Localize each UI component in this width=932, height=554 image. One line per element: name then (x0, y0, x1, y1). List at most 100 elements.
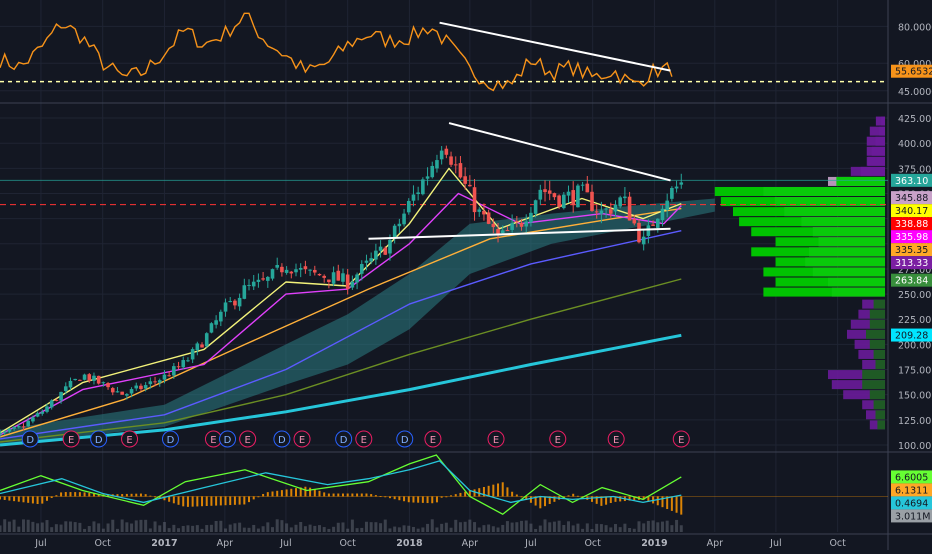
macd-panel[interactable] (0, 454, 888, 532)
candle-body[interactable] (458, 163, 463, 178)
candle-body[interactable] (134, 385, 139, 389)
candle-body[interactable] (618, 197, 622, 207)
candle-body[interactable] (12, 426, 16, 429)
candle-body[interactable] (562, 194, 566, 209)
moving-average-ma-olive[interactable] (0, 278, 682, 443)
candle-body[interactable] (641, 236, 646, 245)
earnings-marker[interactable]: E (293, 430, 311, 448)
candle-body[interactable] (388, 239, 392, 254)
candle-body[interactable] (655, 218, 660, 228)
candle-body[interactable] (477, 209, 482, 212)
candle-body[interactable] (129, 389, 134, 394)
earnings-marker[interactable]: E (487, 430, 505, 448)
candle-body[interactable] (331, 272, 336, 284)
candle-body[interactable] (571, 190, 576, 206)
candle-body[interactable] (162, 374, 167, 380)
candle-body[interactable] (341, 273, 345, 282)
candle-body[interactable] (383, 247, 388, 255)
dividend-marker[interactable]: D (21, 430, 39, 448)
candle-body[interactable] (186, 360, 190, 362)
candle-body[interactable] (468, 184, 472, 187)
candle-body[interactable] (261, 278, 265, 280)
candle-body[interactable] (660, 208, 665, 221)
moving-average-ma-yellow[interactable] (0, 167, 682, 434)
candle-body[interactable] (73, 378, 77, 381)
candle-body[interactable] (364, 260, 369, 263)
candle-body[interactable] (594, 211, 599, 213)
candle-body[interactable] (378, 246, 383, 251)
candle-body[interactable] (599, 210, 604, 214)
candle-body[interactable] (7, 428, 12, 432)
candle-body[interactable] (45, 406, 49, 412)
dividend-marker[interactable]: D (219, 430, 237, 448)
dividend-marker[interactable]: D (161, 430, 179, 448)
candle-body[interactable] (110, 388, 115, 393)
candle-body[interactable] (312, 269, 317, 273)
dividend-marker[interactable]: D (396, 430, 414, 448)
candle-body[interactable] (148, 381, 153, 385)
candle-body[interactable] (237, 297, 242, 307)
candle-body[interactable] (26, 420, 30, 427)
candle-body[interactable] (543, 189, 547, 193)
candle-body[interactable] (463, 176, 467, 184)
candle-body[interactable] (63, 386, 68, 392)
candle-body[interactable] (482, 210, 486, 215)
moving-average-ma-magenta[interactable] (0, 192, 682, 436)
candle-body[interactable] (515, 221, 519, 223)
candle-body[interactable] (82, 374, 87, 380)
candle-body[interactable] (0, 432, 2, 435)
earnings-marker[interactable]: E (607, 430, 625, 448)
candle-body[interactable] (139, 385, 143, 390)
candle-body[interactable] (623, 196, 627, 199)
candle-body[interactable] (580, 184, 585, 186)
candle-body[interactable] (552, 193, 557, 198)
candle-body[interactable] (632, 219, 637, 224)
candle-body[interactable] (143, 385, 148, 389)
candle-body[interactable] (510, 223, 514, 230)
candle-body[interactable] (266, 276, 270, 281)
candle-body[interactable] (524, 221, 529, 227)
candle-body[interactable] (54, 399, 59, 401)
candle-body[interactable] (157, 380, 162, 383)
earnings-marker[interactable]: E (672, 430, 690, 448)
candle-body[interactable] (505, 230, 510, 232)
candle-body[interactable] (679, 182, 684, 185)
candle-body[interactable] (547, 190, 552, 194)
candle-body[interactable] (106, 383, 110, 388)
candle-body[interactable] (627, 196, 632, 221)
candle-body[interactable] (68, 380, 73, 388)
moving-average-ema-long[interactable] (0, 333, 682, 447)
candle-body[interactable] (59, 391, 63, 401)
candle-body[interactable] (256, 279, 261, 282)
candle-body[interactable] (40, 411, 45, 414)
earnings-marker[interactable]: E (424, 430, 442, 448)
candle-body[interactable] (453, 164, 458, 166)
candle-body[interactable] (284, 269, 289, 273)
candle-body[interactable] (444, 148, 449, 155)
earnings-marker[interactable]: E (239, 430, 257, 448)
candle-body[interactable] (374, 250, 378, 260)
candle-body[interactable] (87, 374, 92, 381)
candle-body[interactable] (566, 191, 571, 196)
candle-body[interactable] (214, 320, 218, 325)
candle-body[interactable] (298, 267, 303, 270)
candle-body[interactable] (392, 225, 397, 239)
candle-body[interactable] (181, 360, 186, 368)
earnings-marker[interactable]: E (62, 430, 80, 448)
candle-body[interactable] (665, 200, 669, 211)
candle-body[interactable] (280, 266, 284, 273)
candle-body[interactable] (533, 200, 538, 214)
macd-signal-line[interactable] (0, 454, 682, 515)
candle-body[interactable] (406, 200, 411, 213)
candle-body[interactable] (439, 150, 444, 160)
earnings-marker[interactable]: E (549, 430, 567, 448)
candle-body[interactable] (585, 183, 590, 193)
dividend-marker[interactable]: D (90, 430, 108, 448)
candle-body[interactable] (411, 194, 416, 201)
candle-body[interactable] (190, 349, 195, 360)
candle-body[interactable] (491, 223, 496, 228)
candle-body[interactable] (176, 366, 181, 368)
candle-body[interactable] (345, 274, 350, 289)
